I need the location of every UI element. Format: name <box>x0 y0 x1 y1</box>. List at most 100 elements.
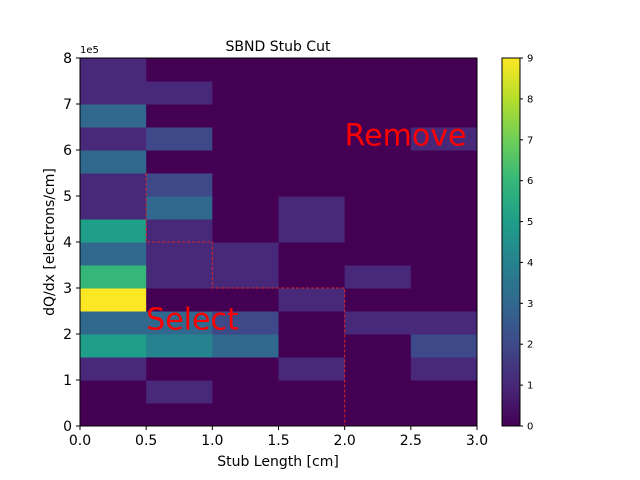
heatmap-cell <box>344 403 412 427</box>
heatmap-cell <box>80 380 147 404</box>
heatmap-cell <box>146 380 213 404</box>
colorbar-tick-label: 6 <box>527 176 533 187</box>
y-tick-label: 6 <box>63 143 72 159</box>
heatmap-cell <box>146 104 213 128</box>
heatmap-cell <box>146 58 213 82</box>
annotation-select: Select <box>146 302 239 337</box>
heatmap-cell <box>212 219 279 243</box>
heatmap-cell <box>80 357 147 381</box>
heatmap-cell <box>278 196 346 220</box>
heatmap-cell <box>344 242 412 266</box>
heatmap-cell <box>410 173 478 197</box>
heatmap-cell <box>146 357 213 381</box>
heatmap-cell <box>410 150 478 174</box>
heatmap-cell <box>212 196 279 220</box>
colorbar <box>501 57 521 427</box>
x-tick-label: 1.5 <box>267 433 289 449</box>
annotation-group: Remove Select <box>146 118 466 337</box>
heatmap-cell <box>278 219 346 243</box>
heatmap-cell <box>410 196 478 220</box>
heatmap-cell <box>410 357 478 381</box>
heatmap-cell <box>80 334 147 358</box>
x-axis: 0.0 0.5 1.0 1.5 2.0 2.5 3.0 <box>69 426 488 449</box>
heatmap-cell <box>410 288 478 312</box>
heatmap-cell <box>212 380 279 404</box>
heatmap-cell <box>80 403 147 427</box>
heatmap-cell <box>212 265 279 289</box>
heatmap-cell <box>80 127 147 151</box>
y-axis: 0 1 2 3 4 5 6 7 8 <box>63 51 80 435</box>
heatmap-cell <box>344 265 412 289</box>
heatmap-cell <box>278 380 346 404</box>
heatmap-cell <box>410 81 478 105</box>
heatmap-cell <box>146 288 213 312</box>
x-tick-label: 0.5 <box>135 433 157 449</box>
heatmap-cell <box>410 311 478 335</box>
y-tick-label: 0 <box>63 419 72 435</box>
heatmap-cell <box>344 104 412 128</box>
heatmap-cell <box>344 357 412 381</box>
heatmap-cell <box>146 334 213 358</box>
heatmap-cell <box>410 334 478 358</box>
colorbar-tick-label: 1 <box>527 381 533 392</box>
heatmap-cell <box>344 150 412 174</box>
y-offset-label: 1e5 <box>80 45 99 56</box>
heatmap-cell <box>278 150 346 174</box>
heatmap-cell <box>278 265 346 289</box>
heatmap-cell <box>344 288 412 312</box>
heatmap-cell <box>146 242 213 266</box>
colorbar-tick-label: 3 <box>527 299 533 310</box>
heatmap-cell <box>344 196 412 220</box>
heatmap-cell <box>80 288 147 312</box>
heatmap-cell <box>344 311 412 335</box>
heatmap-cell <box>80 196 147 220</box>
heatmap-cell <box>344 380 412 404</box>
heatmap-cell <box>80 58 147 82</box>
heatmap-cell <box>212 288 279 312</box>
y-tick-label: 5 <box>63 189 72 205</box>
heatmap-cell <box>278 242 346 266</box>
heatmap-cell <box>410 219 478 243</box>
chart-title: SBND Stub Cut <box>226 39 331 55</box>
y-tick-label: 2 <box>63 327 72 343</box>
heatmap-cell <box>344 219 412 243</box>
colorbar-tick-label: 7 <box>527 135 533 146</box>
heatmap-cell <box>80 242 147 266</box>
heatmap-cell <box>278 173 346 197</box>
annotation-remove: Remove <box>345 118 467 153</box>
x-axis-label: Stub Length [cm] <box>217 454 339 470</box>
colorbar-tick-label: 9 <box>527 54 533 65</box>
cut-line <box>145 173 346 426</box>
heatmap-cell <box>278 403 346 427</box>
y-tick-label: 4 <box>63 235 72 251</box>
heatmap-cell <box>344 58 412 82</box>
heatmap-cell <box>344 127 412 151</box>
y-tick-label: 3 <box>63 281 72 297</box>
heatmap-cell <box>410 104 478 128</box>
heatmap-cell <box>212 104 279 128</box>
heatmap-cell <box>212 403 279 427</box>
heatmap-cell <box>344 173 412 197</box>
heatmap-cell <box>344 334 412 358</box>
heatmap-cell <box>80 265 147 289</box>
colorbar-tick-label: 0 <box>527 422 533 433</box>
heatmap-cell <box>278 81 346 105</box>
heatmap-cell <box>146 81 213 105</box>
heatmap-cell <box>212 173 279 197</box>
y-tick-label: 7 <box>63 97 72 113</box>
colorbar-tick-label: 5 <box>527 217 533 228</box>
heatmap-cell <box>146 219 213 243</box>
heatmap-cell <box>278 104 346 128</box>
heatmap-cell <box>410 403 478 427</box>
colorbar-tick-label: 2 <box>527 340 533 351</box>
heatmap-cell <box>146 150 213 174</box>
cut-line-group <box>145 173 346 426</box>
y-tick-label: 8 <box>63 51 72 67</box>
heatmap-cell <box>278 357 346 381</box>
heatmap-cells <box>80 58 478 427</box>
heatmap-cell <box>80 150 147 174</box>
heatmap-cell <box>410 380 478 404</box>
heatmap-cell <box>410 242 478 266</box>
x-tick-label: 1.0 <box>201 433 223 449</box>
heatmap-cell <box>212 311 279 335</box>
